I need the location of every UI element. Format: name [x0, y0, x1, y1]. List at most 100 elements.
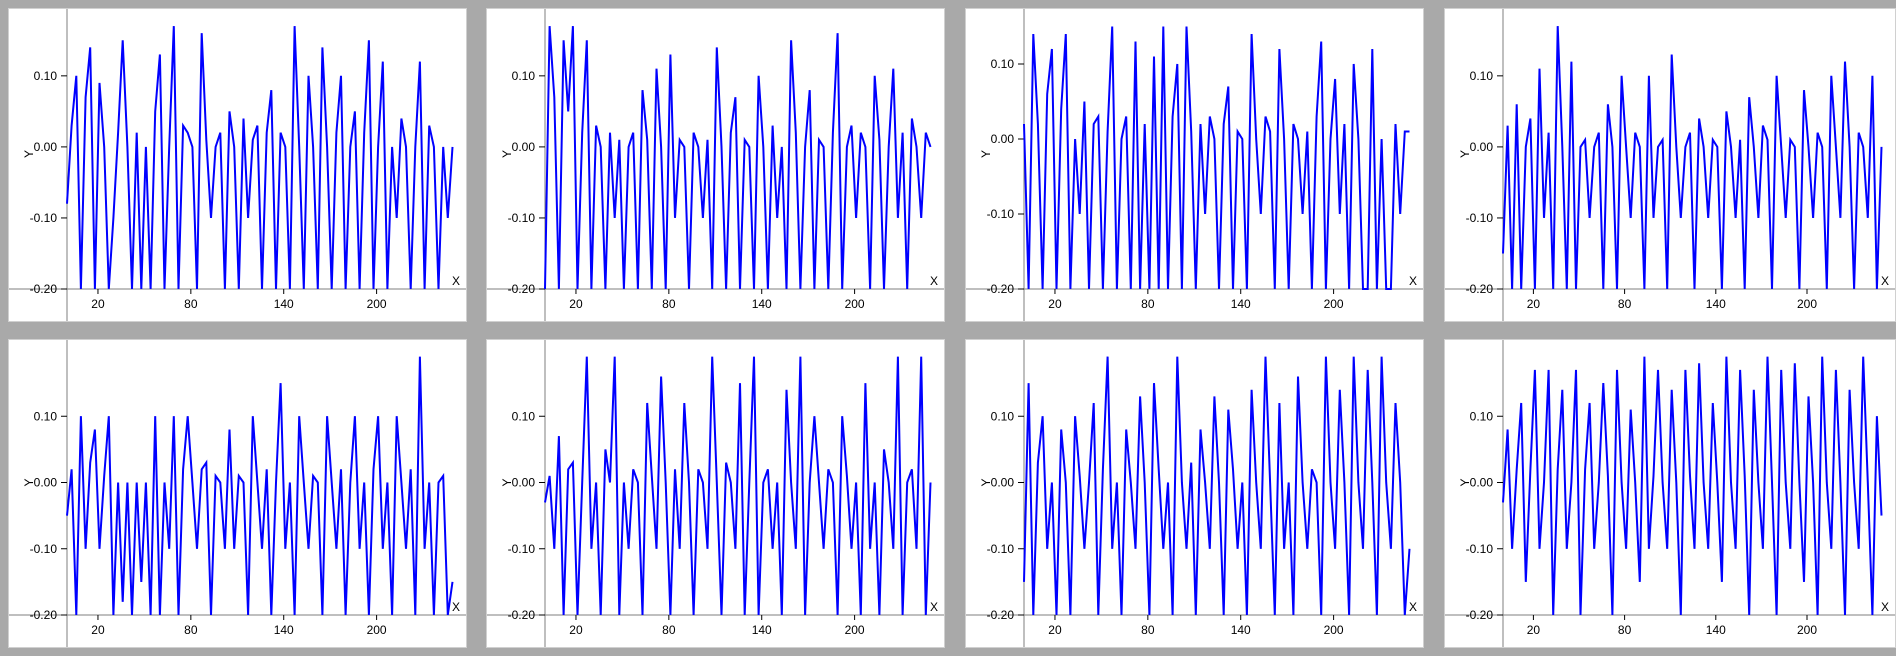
- y-tick-label: -0.20: [1466, 608, 1494, 622]
- y-tick-label: -0.20: [30, 608, 58, 622]
- series-line-1: [1023, 356, 1411, 616]
- x-tick-label: 80: [1618, 297, 1632, 311]
- chart-panel-5: -0.20 -0.10 0.00 0.10 20 80 140 200 Y X: [8, 339, 467, 648]
- y-tick-label: 0.00: [34, 140, 58, 154]
- y-axis-label: Y: [1458, 478, 1472, 486]
- y-axis-label: Y: [979, 478, 993, 486]
- y-tick-label: 0.10: [512, 409, 536, 423]
- y-tick-label: 0.00: [512, 140, 536, 154]
- series-line-1: [66, 356, 454, 616]
- x-tick-label: 20: [91, 297, 105, 311]
- y-axis-label: Y: [979, 150, 993, 158]
- y-tick-label: -0.20: [30, 282, 58, 296]
- y-tick-label: 0.10: [512, 69, 536, 83]
- x-tick-label: 140: [1706, 623, 1726, 637]
- x-axis-label: X: [1881, 274, 1889, 288]
- chart-svg: -0.20 -0.10 0.00 0.10 20 80 140 200 Y X: [487, 340, 944, 647]
- y-tick-label: 0.10: [991, 57, 1015, 71]
- y-axis-label: Y: [500, 478, 514, 486]
- x-tick-label: 140: [274, 297, 294, 311]
- y-tick-label: -0.10: [30, 542, 58, 556]
- x-axis-label: X: [930, 274, 938, 288]
- x-tick-label: 80: [1141, 297, 1155, 311]
- x-tick-label: 140: [752, 623, 772, 637]
- x-tick-label: 20: [1527, 297, 1541, 311]
- x-axis-label: X: [452, 274, 460, 288]
- x-tick-label: 200: [1797, 623, 1817, 637]
- x-tick-label: 20: [569, 297, 583, 311]
- chart-panel-6: -0.20 -0.10 0.00 0.10 20 80 140 200 Y X: [486, 339, 945, 648]
- y-tick-label: -0.10: [508, 211, 536, 225]
- x-tick-label: 140: [274, 623, 294, 637]
- chart-svg: -0.20 -0.10 0.00 0.10 20 80 140 200 Y X: [1445, 9, 1895, 321]
- x-tick-label: 200: [367, 297, 387, 311]
- x-tick-label: 20: [1048, 623, 1062, 637]
- y-tick-label: -0.20: [508, 608, 536, 622]
- y-tick-label: -0.10: [30, 211, 58, 225]
- chart-panel-4: -0.20 -0.10 0.00 0.10 20 80 140 200 Y X: [1444, 8, 1896, 322]
- chart-svg: -0.20 -0.10 0.00 0.10 20 80 140 200 Y X: [9, 9, 466, 321]
- x-axis-label: X: [930, 600, 938, 614]
- series-line-1: [1502, 356, 1883, 616]
- chart-panel-1: -0.20 -0.10 0.00 0.10 20 80 140 200 Y X: [8, 8, 467, 322]
- y-axis-label: Y: [500, 150, 514, 158]
- series-line-1: [66, 26, 454, 290]
- x-axis-label: X: [1881, 600, 1889, 614]
- chart-svg: -0.20 -0.10 0.00 0.10 20 80 140 200 Y X: [1445, 340, 1895, 647]
- x-tick-label: 80: [184, 297, 198, 311]
- x-tick-label: 20: [569, 623, 583, 637]
- x-tick-label: 20: [1048, 297, 1062, 311]
- y-tick-label: 0.00: [34, 476, 58, 490]
- x-tick-label: 200: [367, 623, 387, 637]
- chart-svg: -0.20 -0.10 0.00 0.10 20 80 140 200 Y X: [487, 9, 944, 321]
- x-axis-label: X: [1409, 274, 1417, 288]
- x-tick-label: 200: [845, 297, 865, 311]
- x-axis-label: X: [1409, 600, 1417, 614]
- x-tick-label: 20: [1527, 623, 1541, 637]
- y-tick-label: -0.10: [1466, 542, 1494, 556]
- chart-panel-7: -0.20 -0.10 0.00 0.10 20 80 140 200 Y X: [965, 339, 1424, 648]
- y-tick-label: -0.20: [987, 282, 1015, 296]
- chart-panel-3: -0.20 -0.10 0.00 0.10 20 80 140 200 Y X: [965, 8, 1424, 322]
- y-tick-label: 0.10: [1470, 409, 1494, 423]
- x-tick-label: 200: [1797, 297, 1817, 311]
- x-tick-label: 20: [91, 623, 105, 637]
- y-tick-label: 0.00: [512, 476, 536, 490]
- x-tick-label: 80: [184, 623, 198, 637]
- x-tick-label: 80: [662, 623, 676, 637]
- series-line-1: [544, 26, 932, 290]
- y-tick-label: 0.00: [991, 476, 1015, 490]
- y-axis-label: Y: [1458, 150, 1472, 158]
- y-tick-label: -0.20: [987, 608, 1015, 622]
- x-tick-label: 140: [752, 297, 772, 311]
- series-line-1: [1502, 26, 1883, 290]
- chart-svg: -0.20 -0.10 0.00 0.10 20 80 140 200 Y X: [966, 9, 1423, 321]
- y-tick-label: 0.10: [1470, 69, 1494, 83]
- y-tick-label: 0.00: [1470, 140, 1494, 154]
- chart-panel-2: -0.20 -0.10 0.00 0.10 20 80 140 200 Y X: [486, 8, 945, 322]
- x-tick-label: 200: [1324, 297, 1344, 311]
- x-tick-label: 140: [1231, 297, 1251, 311]
- x-tick-label: 200: [845, 623, 865, 637]
- x-tick-label: 200: [1324, 623, 1344, 637]
- y-tick-label: -0.10: [1466, 211, 1494, 225]
- y-tick-label: 0.10: [34, 409, 58, 423]
- chart-svg: -0.20 -0.10 0.00 0.10 20 80 140 200 Y X: [9, 340, 466, 647]
- y-tick-label: 0.00: [1470, 476, 1494, 490]
- y-tick-label: -0.10: [987, 207, 1015, 221]
- y-tick-label: -0.10: [987, 542, 1015, 556]
- y-tick-label: 0.10: [991, 409, 1015, 423]
- chart-svg: -0.20 -0.10 0.00 0.10 20 80 140 200 Y X: [966, 340, 1423, 647]
- y-tick-label: -0.20: [508, 282, 536, 296]
- y-axis-label: Y: [22, 478, 36, 486]
- y-tick-label: 0.00: [991, 132, 1015, 146]
- x-tick-label: 140: [1706, 297, 1726, 311]
- series-line-1: [544, 356, 932, 616]
- x-tick-label: 80: [662, 297, 676, 311]
- y-axis-label: Y: [22, 150, 36, 158]
- x-tick-label: 80: [1618, 623, 1632, 637]
- y-tick-label: -0.20: [1466, 282, 1494, 296]
- chart-panel-8: -0.20 -0.10 0.00 0.10 20 80 140 200 Y X: [1444, 339, 1896, 648]
- x-axis-label: X: [452, 600, 460, 614]
